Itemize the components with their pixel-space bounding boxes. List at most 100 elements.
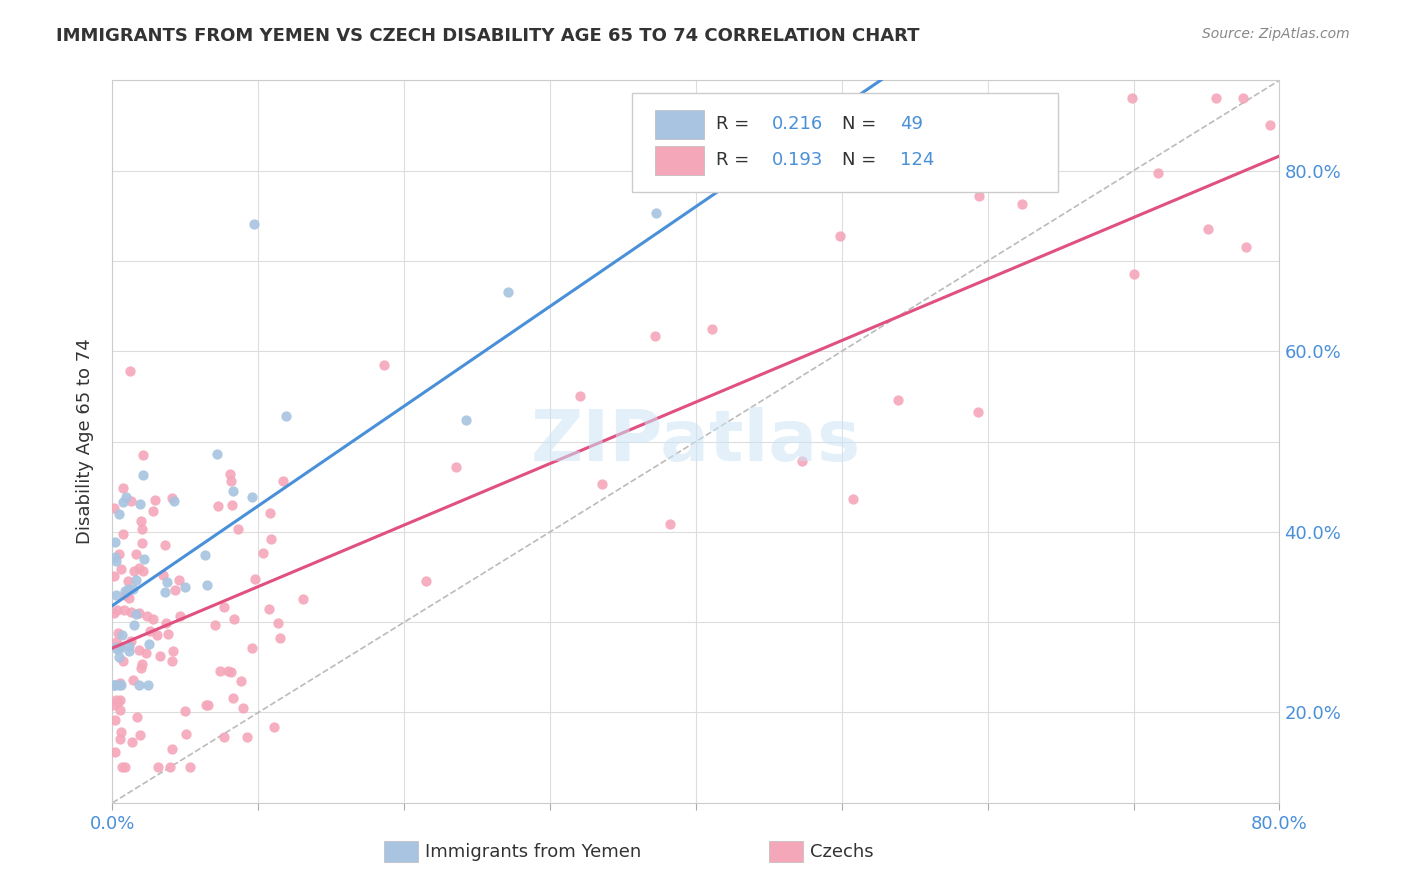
Point bbox=[212, 600, 235, 615]
Point bbox=[145, 493, 167, 508]
Point bbox=[240, 490, 263, 504]
Point bbox=[117, 574, 139, 588]
Point bbox=[658, 517, 681, 532]
Point bbox=[131, 535, 153, 549]
Point bbox=[111, 760, 134, 774]
Point bbox=[568, 389, 591, 403]
Point bbox=[122, 582, 145, 596]
Point bbox=[107, 507, 129, 521]
Point bbox=[135, 646, 157, 660]
Point bbox=[274, 409, 297, 423]
Point bbox=[204, 618, 226, 632]
FancyBboxPatch shape bbox=[631, 93, 1057, 193]
Point bbox=[132, 467, 155, 482]
Point bbox=[967, 189, 990, 203]
Text: R =: R = bbox=[716, 152, 755, 169]
Point bbox=[114, 588, 136, 602]
Text: R =: R = bbox=[716, 115, 755, 133]
Point bbox=[498, 285, 520, 299]
Point bbox=[121, 735, 143, 749]
Point bbox=[1197, 222, 1219, 236]
Point bbox=[790, 454, 813, 468]
Point bbox=[207, 499, 229, 513]
Text: N =: N = bbox=[842, 115, 882, 133]
Point bbox=[105, 603, 128, 617]
Point bbox=[217, 664, 239, 678]
Point bbox=[105, 635, 128, 649]
Point bbox=[111, 654, 134, 668]
Point bbox=[112, 602, 135, 616]
Point bbox=[114, 490, 136, 504]
Point bbox=[132, 448, 155, 462]
Point bbox=[117, 582, 139, 597]
Point bbox=[104, 746, 127, 760]
Text: Source: ZipAtlas.com: Source: ZipAtlas.com bbox=[1202, 27, 1350, 41]
Point bbox=[163, 493, 186, 508]
Point bbox=[103, 698, 125, 713]
Point bbox=[252, 546, 274, 560]
Point bbox=[128, 606, 150, 620]
Point bbox=[112, 494, 135, 508]
Point bbox=[103, 606, 125, 620]
Point bbox=[103, 500, 125, 515]
Point bbox=[103, 569, 125, 583]
Text: 0.216: 0.216 bbox=[772, 115, 823, 133]
Point bbox=[122, 617, 145, 632]
Point bbox=[127, 710, 149, 724]
Point bbox=[205, 447, 228, 461]
Point bbox=[1011, 196, 1033, 211]
Point bbox=[236, 731, 259, 745]
Point bbox=[174, 704, 197, 718]
Point bbox=[104, 535, 127, 549]
Point bbox=[120, 493, 142, 508]
Point bbox=[243, 217, 266, 231]
Point bbox=[132, 564, 155, 578]
Point bbox=[259, 506, 281, 520]
Point bbox=[128, 498, 150, 512]
Point bbox=[121, 673, 143, 687]
Point bbox=[103, 678, 125, 692]
Point bbox=[1122, 267, 1144, 281]
Text: 0.193: 0.193 bbox=[772, 152, 823, 169]
Point bbox=[149, 649, 172, 664]
Point bbox=[110, 562, 132, 576]
Point bbox=[173, 581, 195, 595]
Point bbox=[105, 642, 128, 657]
Point bbox=[108, 639, 131, 653]
Point bbox=[269, 631, 291, 645]
Point bbox=[219, 467, 242, 481]
Text: N =: N = bbox=[842, 152, 882, 169]
Point bbox=[124, 607, 146, 622]
Point bbox=[107, 626, 129, 640]
Point bbox=[114, 760, 136, 774]
Point bbox=[240, 640, 263, 655]
Point bbox=[967, 405, 990, 419]
Point bbox=[112, 481, 135, 495]
Point bbox=[103, 678, 125, 692]
Point bbox=[267, 615, 290, 630]
Point bbox=[174, 727, 197, 741]
Point bbox=[194, 548, 217, 562]
Point bbox=[271, 474, 294, 488]
Point bbox=[138, 637, 160, 651]
Point bbox=[226, 522, 249, 536]
Point bbox=[131, 657, 153, 671]
Point bbox=[263, 720, 285, 734]
Point bbox=[152, 568, 174, 582]
Point bbox=[454, 413, 477, 427]
Point bbox=[112, 527, 135, 541]
Point bbox=[108, 693, 131, 707]
Point bbox=[644, 206, 666, 220]
Point bbox=[444, 460, 467, 475]
Point bbox=[195, 698, 218, 712]
Point bbox=[208, 664, 231, 678]
Point bbox=[153, 538, 176, 552]
Point bbox=[110, 725, 132, 739]
Point bbox=[160, 654, 183, 668]
Point bbox=[195, 578, 218, 592]
Point bbox=[1234, 240, 1257, 254]
FancyBboxPatch shape bbox=[655, 146, 704, 175]
Point bbox=[1232, 91, 1254, 105]
Point bbox=[120, 364, 142, 378]
Point bbox=[111, 628, 134, 642]
